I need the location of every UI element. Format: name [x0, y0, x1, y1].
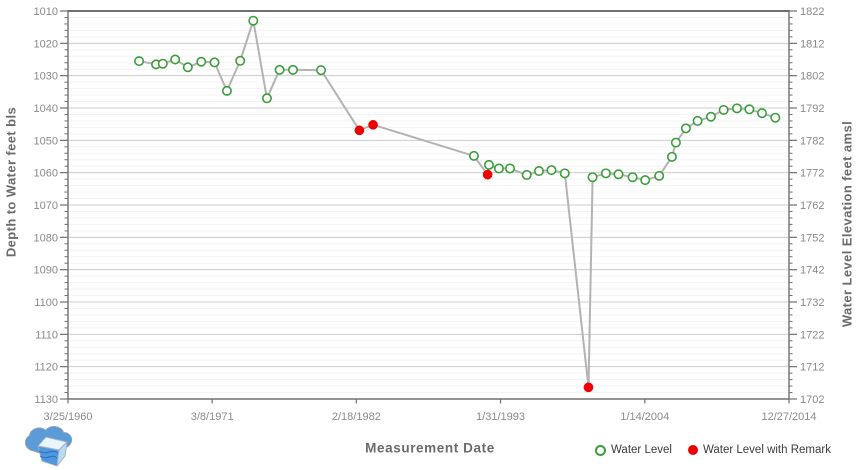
- water-level-point[interactable]: [640, 175, 651, 186]
- water-level-point[interactable]: [692, 115, 703, 126]
- y-left-tick-label: 1100: [34, 297, 58, 309]
- water-level-point[interactable]: [209, 57, 220, 68]
- filled-circle-icon: [687, 445, 698, 455]
- y-right-tick-label: 1802: [800, 71, 824, 83]
- open-circle-icon: [595, 444, 606, 456]
- water-level-remark-point[interactable]: [482, 169, 493, 180]
- water-level-point[interactable]: [483, 159, 494, 170]
- water-level-remark-point[interactable]: [354, 125, 365, 136]
- water-level-point[interactable]: [705, 111, 716, 122]
- y-axis-left-title: Depth to Water feet bls: [3, 106, 19, 258]
- water-level-point[interactable]: [770, 112, 781, 123]
- y-right-tick-label: 1702: [800, 394, 824, 406]
- water-level-point[interactable]: [521, 169, 532, 180]
- y-right-tick-label: 1792: [800, 103, 824, 115]
- water-level-point[interactable]: [248, 15, 259, 26]
- water-level-point[interactable]: [274, 64, 285, 75]
- water-level-point[interactable]: [654, 170, 665, 181]
- y-left-tick-label: 1080: [34, 232, 58, 244]
- water-level-point[interactable]: [587, 172, 598, 183]
- water-level-point[interactable]: [170, 54, 181, 65]
- water-logo: [24, 426, 73, 467]
- water-level-point[interactable]: [718, 104, 729, 115]
- legend-label-water-level-with-remark: Water Level with Remark: [702, 444, 831, 456]
- y-axis-right-title: Water Level Elevation feet amsl: [839, 120, 855, 328]
- legend-item-water-level[interactable]: Water Level: [595, 444, 672, 456]
- logo-cube-side: [56, 441, 68, 467]
- water-level-point[interactable]: [533, 166, 544, 177]
- logo-wave: [38, 450, 59, 454]
- logo-wave: [39, 455, 58, 459]
- water-level-remark-point[interactable]: [583, 382, 594, 393]
- x-axis-title: Measurement Date: [365, 440, 495, 456]
- y-right-tick-label: 1772: [800, 168, 824, 180]
- water-level-point[interactable]: [627, 172, 638, 183]
- water-level-point[interactable]: [744, 104, 755, 115]
- legend-label-water-level: Water Level: [611, 444, 672, 456]
- water-level-point[interactable]: [182, 62, 193, 73]
- water-level-point[interactable]: [670, 137, 681, 148]
- water-level-point[interactable]: [316, 65, 327, 76]
- y-left-tick-label: 1010: [34, 6, 58, 18]
- water-level-point[interactable]: [731, 103, 742, 114]
- y-left-tick-label: 1090: [34, 265, 58, 277]
- water-level-point[interactable]: [235, 55, 246, 66]
- y-left-tick-label: 1120: [34, 362, 58, 374]
- y-right-tick-label: 1732: [800, 297, 824, 309]
- water-level-point[interactable]: [757, 108, 768, 119]
- y-left-tick-label: 1040: [34, 103, 58, 115]
- y-right-tick-label: 1712: [800, 362, 824, 374]
- water-level-point[interactable]: [613, 169, 624, 180]
- water-level-point[interactable]: [134, 56, 145, 67]
- water-level-point[interactable]: [546, 165, 557, 176]
- x-tick-label: 1/14/2004: [620, 411, 669, 423]
- y-left-tick-label: 1030: [34, 71, 58, 83]
- water-level-point[interactable]: [196, 56, 207, 67]
- x-tick-label: 2/18/1982: [332, 411, 381, 423]
- water-level-point[interactable]: [288, 64, 299, 75]
- y-right-tick-label: 1782: [800, 135, 824, 147]
- water-level-point[interactable]: [680, 123, 691, 134]
- water-level-point[interactable]: [468, 150, 479, 161]
- x-tick-label: 1/31/1993: [476, 411, 525, 423]
- x-tick-label: 3/8/1971: [191, 411, 234, 423]
- y-left-tick-label: 1050: [34, 135, 58, 147]
- y-right-tick-label: 1762: [800, 200, 824, 212]
- y-left-tick-label: 1060: [34, 168, 58, 180]
- water-level-point[interactable]: [505, 163, 516, 174]
- legend-item-water-level-with-remark[interactable]: Water Level with Remark: [687, 444, 831, 456]
- water-level-point[interactable]: [261, 93, 272, 104]
- water-level-point[interactable]: [157, 58, 168, 69]
- y-right-tick-label: 1752: [800, 232, 824, 244]
- y-right-tick-label: 1812: [800, 38, 824, 50]
- y-right-tick-label: 1722: [800, 329, 824, 341]
- water-level-point[interactable]: [493, 163, 504, 174]
- y-right-tick-label: 1822: [800, 6, 824, 18]
- water-level-point[interactable]: [221, 85, 232, 96]
- y-left-tick-label: 1070: [34, 200, 58, 212]
- x-tick-label: 3/25/1960: [44, 411, 93, 423]
- water-level-remark-point[interactable]: [368, 119, 378, 130]
- water-level-point[interactable]: [559, 168, 570, 179]
- y-left-tick-label: 1130: [34, 394, 58, 406]
- y-left-tick-label: 1110: [35, 329, 58, 341]
- y-left-tick-label: 1020: [34, 38, 58, 50]
- water-level-point[interactable]: [666, 151, 677, 162]
- legend: Water Level Water Level with Remark: [595, 444, 831, 456]
- x-tick-label: 12/27/2014: [761, 411, 816, 423]
- y-right-tick-label: 1742: [800, 265, 824, 277]
- water-level-point[interactable]: [600, 168, 611, 179]
